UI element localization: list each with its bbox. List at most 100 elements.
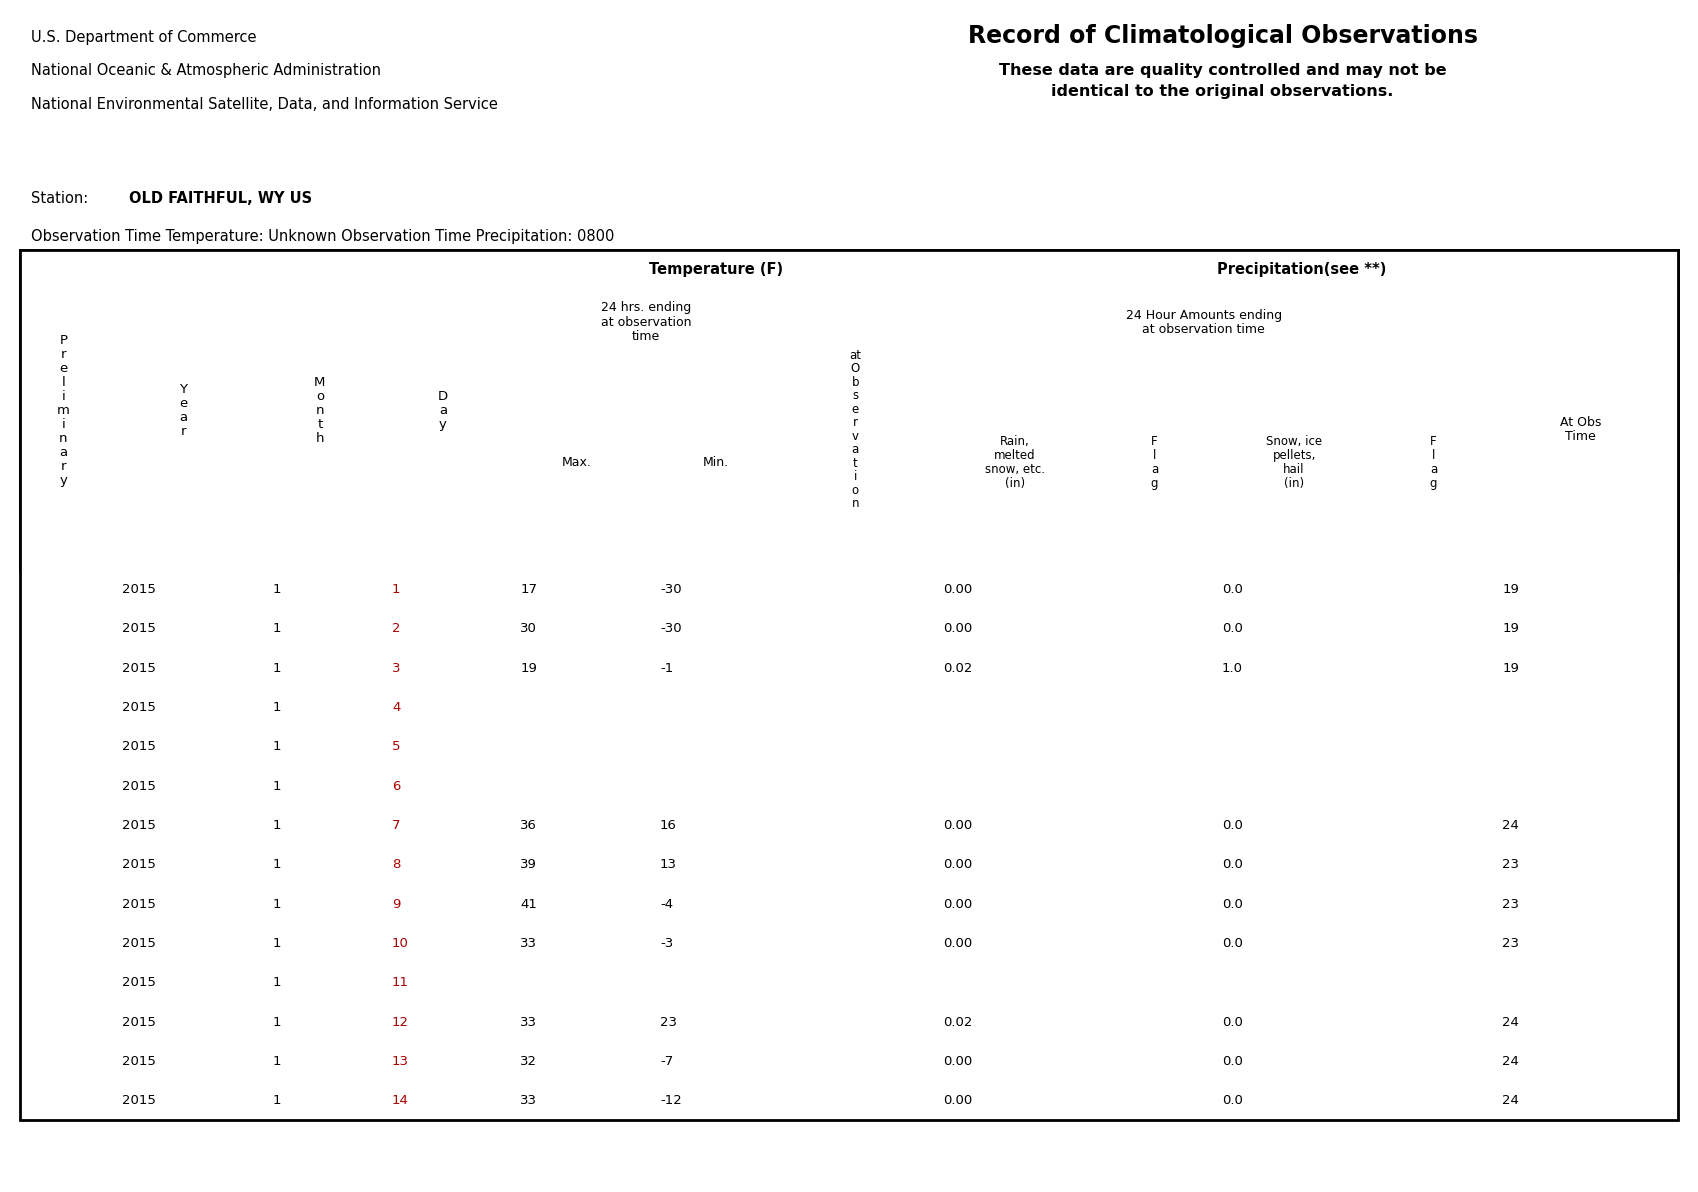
Bar	[107, 766, 260, 806]
Bar	[260, 688, 379, 727]
Bar	[786, 766, 925, 806]
Text: 33: 33	[520, 1094, 538, 1107]
Text: 1: 1	[272, 858, 280, 871]
Bar	[1384, 688, 1482, 727]
Bar	[1204, 648, 1384, 688]
Bar	[379, 648, 506, 688]
Text: 2015: 2015	[122, 662, 156, 675]
Bar	[20, 688, 107, 727]
Bar	[645, 845, 786, 884]
Bar	[1482, 845, 1678, 884]
Bar	[925, 609, 1105, 648]
Bar	[379, 924, 506, 963]
Text: 2015: 2015	[122, 858, 156, 871]
Bar	[1204, 924, 1384, 963]
Bar	[107, 727, 260, 766]
Text: National Environmental Satellite, Data, and Information Service: National Environmental Satellite, Data, …	[31, 97, 498, 112]
Bar	[20, 1042, 107, 1081]
Text: 8: 8	[392, 858, 401, 871]
Bar	[1482, 924, 1678, 963]
Text: 0.02: 0.02	[942, 662, 973, 675]
Text: 39: 39	[520, 858, 537, 871]
Bar	[1105, 963, 1204, 1002]
Bar	[107, 845, 260, 884]
Text: 23: 23	[1503, 858, 1520, 871]
Text: Station:: Station:	[31, 191, 92, 206]
Text: 2015: 2015	[122, 740, 156, 753]
Bar	[1204, 727, 1384, 766]
Text: 0.00: 0.00	[942, 1094, 973, 1107]
Text: Observation Time Temperature: Unknown Observation Time Precipitation: 0800: Observation Time Temperature: Unknown Ob…	[31, 229, 615, 244]
Bar	[260, 845, 379, 884]
Bar	[379, 688, 506, 727]
Text: 10: 10	[392, 937, 409, 950]
Text: 2015: 2015	[122, 937, 156, 950]
Bar	[645, 570, 786, 609]
Bar	[645, 806, 786, 845]
Bar	[1482, 766, 1678, 806]
Text: 41: 41	[520, 898, 537, 911]
Bar	[379, 884, 506, 924]
Bar	[506, 688, 645, 727]
Bar	[1482, 688, 1678, 727]
Bar	[506, 884, 645, 924]
Bar	[925, 290, 1482, 355]
Bar	[107, 609, 260, 648]
Bar	[260, 766, 379, 806]
Bar	[1482, 963, 1678, 1002]
Bar	[1482, 290, 1678, 570]
Bar	[1105, 845, 1204, 884]
Bar	[1204, 1042, 1384, 1081]
Text: F
l
a
g: F l a g	[1430, 435, 1437, 490]
Text: 0.0: 0.0	[1223, 1055, 1243, 1068]
Bar	[1105, 1081, 1204, 1120]
Bar	[379, 1002, 506, 1042]
Bar	[1105, 609, 1204, 648]
Bar	[107, 924, 260, 963]
Text: 0.0: 0.0	[1223, 898, 1243, 911]
Text: 2015: 2015	[122, 1055, 156, 1068]
Bar	[1204, 1002, 1384, 1042]
Text: 1: 1	[272, 1016, 280, 1029]
Bar	[107, 688, 260, 727]
Bar	[20, 1002, 107, 1042]
Text: 0.00: 0.00	[942, 1055, 973, 1068]
Bar	[925, 1042, 1105, 1081]
Text: Snow, ice
pellets,
hail
(in): Snow, ice pellets, hail (in)	[1267, 435, 1323, 490]
Text: 0.00: 0.00	[942, 858, 973, 871]
Text: 1: 1	[272, 1094, 280, 1107]
Bar	[1204, 806, 1384, 845]
Bar	[107, 963, 260, 1002]
Text: 0.00: 0.00	[942, 583, 973, 596]
Bar	[1105, 570, 1204, 609]
Bar	[379, 1042, 506, 1081]
Text: 1: 1	[272, 740, 280, 753]
Text: 1: 1	[272, 819, 280, 832]
Text: 6: 6	[392, 780, 401, 793]
Bar	[107, 884, 260, 924]
Bar	[1384, 1002, 1482, 1042]
Text: F
l
a
g: F l a g	[1151, 435, 1158, 490]
Text: 0.02: 0.02	[942, 1016, 973, 1029]
Text: These data are quality controlled and may not be
identical to the original obser: These data are quality controlled and ma…	[998, 63, 1447, 99]
Bar	[645, 766, 786, 806]
Text: 3: 3	[392, 662, 401, 675]
Bar	[506, 963, 645, 1002]
Bar	[506, 766, 645, 806]
Bar	[20, 806, 107, 845]
Bar	[1105, 688, 1204, 727]
Bar	[506, 570, 645, 609]
Bar	[786, 1042, 925, 1081]
Text: 0.0: 0.0	[1223, 1016, 1243, 1029]
Bar	[20, 570, 107, 609]
Text: D
a
y: D a y	[438, 390, 448, 430]
Bar	[786, 806, 925, 845]
Bar	[1105, 1002, 1204, 1042]
Text: 33: 33	[520, 937, 538, 950]
Bar	[260, 884, 379, 924]
Bar	[20, 1081, 107, 1120]
Bar	[260, 570, 379, 609]
Text: 2015: 2015	[122, 622, 156, 635]
Text: At Obs
Time: At Obs Time	[1559, 416, 1601, 443]
Bar	[1204, 845, 1384, 884]
